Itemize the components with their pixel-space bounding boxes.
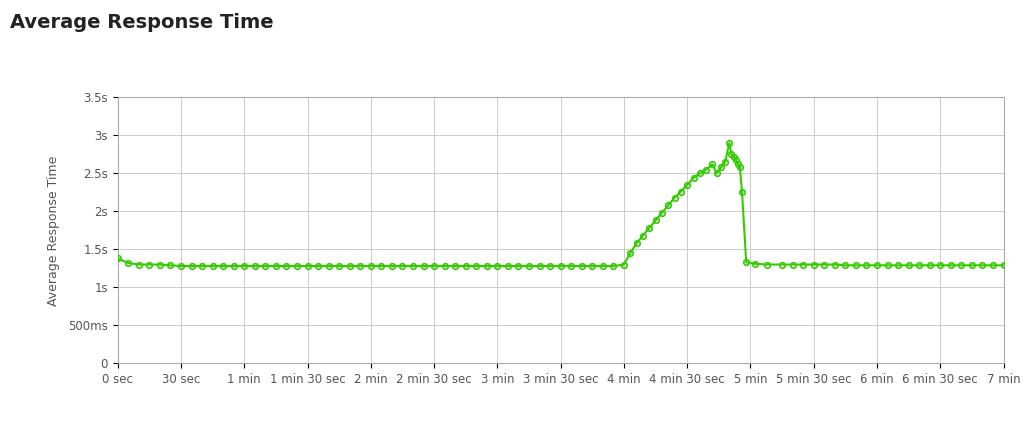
Text: Average Response Time: Average Response Time [10,13,273,32]
Y-axis label: Average Response Time: Average Response Time [47,155,60,306]
